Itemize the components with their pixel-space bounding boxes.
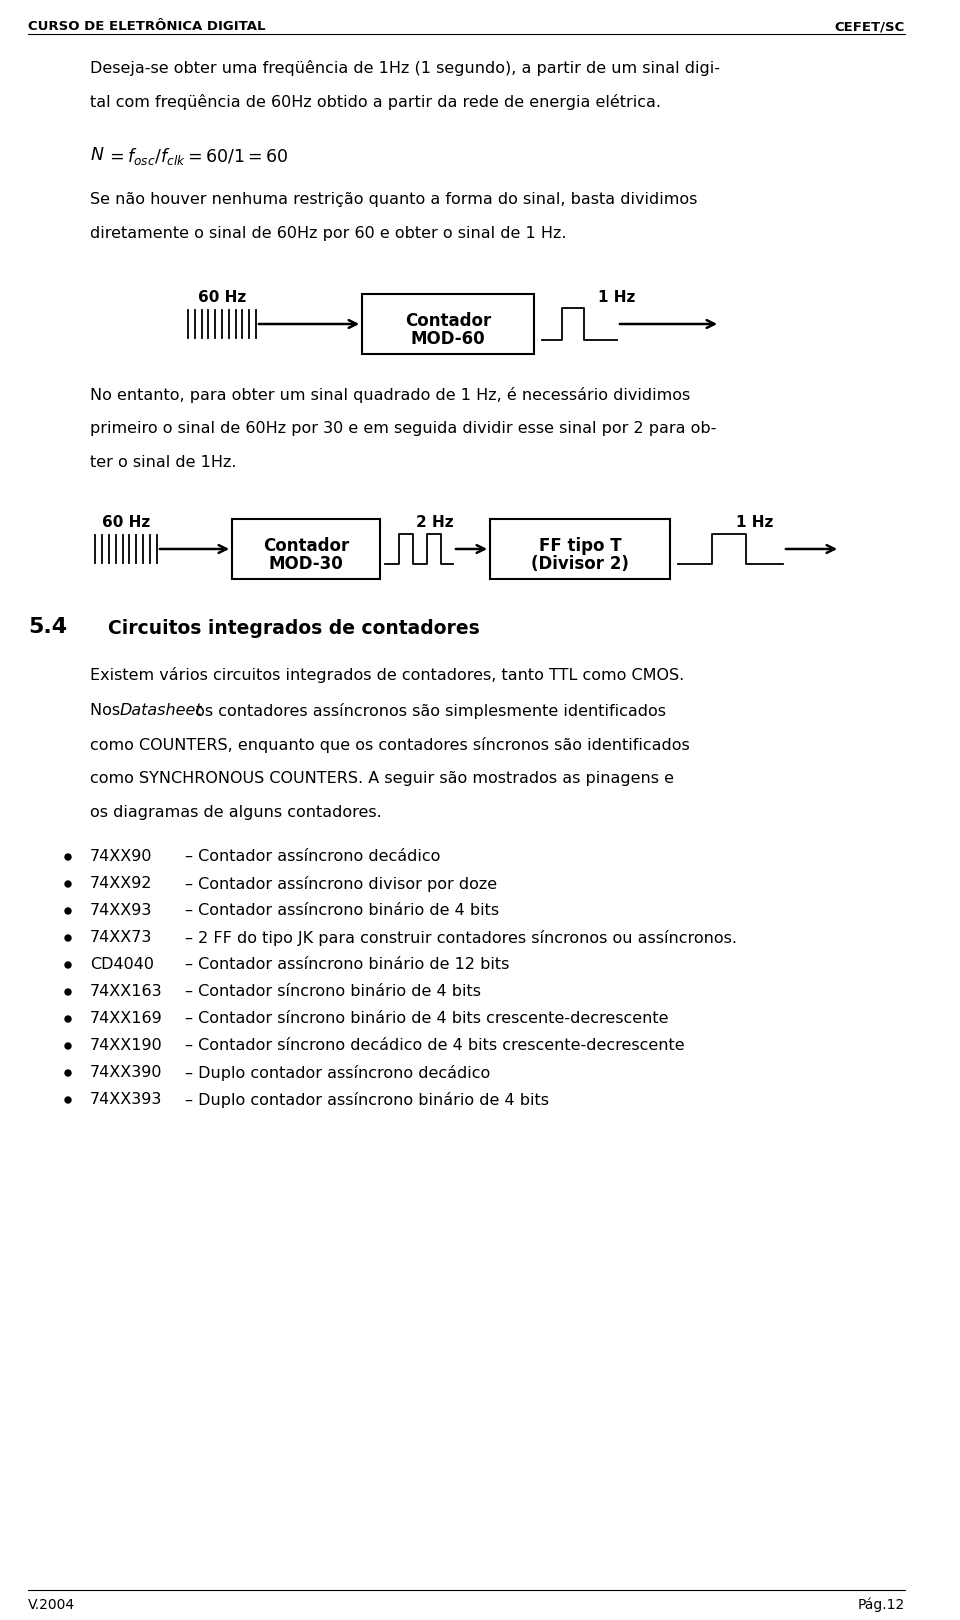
Text: 74XX393: 74XX393 (90, 1092, 162, 1106)
Text: CD4040: CD4040 (90, 957, 154, 972)
Text: 74XX73: 74XX73 (90, 930, 153, 944)
Text: primeiro o sinal de 60Hz por 30 e em seguida dividir esse sinal por 2 para ob-: primeiro o sinal de 60Hz por 30 e em seg… (90, 421, 716, 436)
Text: 74XX163: 74XX163 (90, 983, 162, 1000)
Text: Contador: Contador (405, 313, 492, 330)
Text: Circuitos integrados de contadores: Circuitos integrados de contadores (108, 619, 480, 638)
Text: 74XX169: 74XX169 (90, 1011, 163, 1025)
Text: MOD-60: MOD-60 (411, 330, 486, 348)
Text: 1 Hz: 1 Hz (736, 515, 774, 530)
Circle shape (65, 935, 71, 941)
Text: – Contador assíncrono divisor por doze: – Contador assíncrono divisor por doze (185, 876, 497, 893)
Text: – Contador síncrono decádico de 4 bits crescente-decrescente: – Contador síncrono decádico de 4 bits c… (185, 1038, 684, 1053)
Text: os diagramas de alguns contadores.: os diagramas de alguns contadores. (90, 805, 382, 820)
Text: Pág.12: Pág.12 (857, 1597, 905, 1612)
Text: Existem vários circuitos integrados de contadores, tanto TTL como CMOS.: Existem vários circuitos integrados de c… (90, 667, 684, 684)
Text: os contadores assíncronos são simplesmente identificados: os contadores assíncronos são simplesmen… (190, 703, 666, 719)
Text: – Contador assíncrono binário de 12 bits: – Contador assíncrono binário de 12 bits (185, 957, 510, 972)
Bar (490, 518, 670, 578)
Circle shape (65, 1097, 71, 1103)
Text: – Contador assíncrono decádico: – Contador assíncrono decádico (185, 849, 441, 863)
Text: Se não houver nenhuma restrição quanto a forma do sinal, basta dividimos: Se não houver nenhuma restrição quanto a… (90, 193, 697, 207)
Text: Deseja-se obter uma freqüência de 1Hz (1 segundo), a partir de um sinal digi-: Deseja-se obter uma freqüência de 1Hz (1… (90, 60, 720, 76)
Text: CEFET/SC: CEFET/SC (835, 19, 905, 32)
Text: 60 Hz: 60 Hz (198, 290, 246, 305)
Text: 74XX92: 74XX92 (90, 876, 153, 891)
Text: Nos: Nos (90, 703, 125, 718)
Text: diretamente o sinal de 60Hz por 60 e obter o sinal de 1 Hz.: diretamente o sinal de 60Hz por 60 e obt… (90, 227, 566, 241)
Circle shape (65, 962, 71, 969)
Circle shape (65, 854, 71, 860)
Text: FF tipo T: FF tipo T (539, 536, 621, 556)
Text: como SYNCHRONOUS COUNTERS. A seguir são mostrados as pinagens e: como SYNCHRONOUS COUNTERS. A seguir são … (90, 771, 674, 786)
Bar (232, 518, 380, 578)
Text: MOD-30: MOD-30 (269, 556, 344, 573)
Text: – Contador síncrono binário de 4 bits crescente-decrescente: – Contador síncrono binário de 4 bits cr… (185, 1011, 668, 1025)
Text: como COUNTERS, enquanto que os contadores síncronos são identificados: como COUNTERS, enquanto que os contadore… (90, 737, 689, 753)
Text: – Contador assíncrono binário de 4 bits: – Contador assíncrono binário de 4 bits (185, 902, 499, 919)
Text: Datasheet: Datasheet (120, 703, 203, 718)
Text: No entanto, para obter um sinal quadrado de 1 Hz, é necessário dividimos: No entanto, para obter um sinal quadrado… (90, 387, 690, 403)
Text: 74XX93: 74XX93 (90, 902, 153, 919)
Text: 74XX390: 74XX390 (90, 1064, 162, 1081)
Text: – Duplo contador assíncrono binário de 4 bits: – Duplo contador assíncrono binário de 4… (185, 1092, 549, 1108)
Circle shape (65, 1069, 71, 1076)
Circle shape (65, 907, 71, 914)
Text: $= f_{osc} / f_{clk} = 60/1 = 60$: $= f_{osc} / f_{clk} = 60/1 = 60$ (106, 146, 289, 167)
Circle shape (65, 1043, 71, 1050)
Bar (362, 293, 534, 355)
Text: 60 Hz: 60 Hz (102, 515, 150, 530)
Text: 1 Hz: 1 Hz (598, 290, 636, 305)
Text: 5.4: 5.4 (28, 617, 67, 637)
Text: 2 Hz: 2 Hz (417, 515, 454, 530)
Text: V.2004: V.2004 (28, 1597, 75, 1612)
Text: – 2 FF do tipo JK para construir contadores síncronos ou assíncronos.: – 2 FF do tipo JK para construir contado… (185, 930, 737, 946)
Circle shape (65, 988, 71, 995)
Text: ter o sinal de 1Hz.: ter o sinal de 1Hz. (90, 455, 236, 470)
Text: tal com freqüência de 60Hz obtido a partir da rede de energia elétrica.: tal com freqüência de 60Hz obtido a part… (90, 94, 661, 110)
Text: (Divisor 2): (Divisor 2) (531, 556, 629, 573)
Text: 74XX90: 74XX90 (90, 849, 153, 863)
Circle shape (65, 1016, 71, 1022)
Text: – Duplo contador assíncrono decádico: – Duplo contador assíncrono decádico (185, 1064, 491, 1081)
Text: CURSO DE ELETRÔNICA DIGITAL: CURSO DE ELETRÔNICA DIGITAL (28, 19, 266, 32)
Text: – Contador síncrono binário de 4 bits: – Contador síncrono binário de 4 bits (185, 983, 481, 1000)
Circle shape (65, 881, 71, 888)
Text: $N$: $N$ (90, 146, 105, 164)
Text: Contador: Contador (263, 536, 349, 556)
Text: 74XX190: 74XX190 (90, 1038, 163, 1053)
